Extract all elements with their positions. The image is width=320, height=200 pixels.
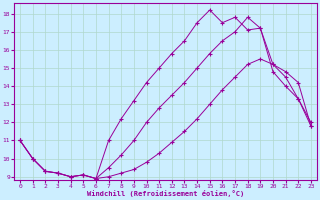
X-axis label: Windchill (Refroidissement éolien,°C): Windchill (Refroidissement éolien,°C) [87, 190, 244, 197]
